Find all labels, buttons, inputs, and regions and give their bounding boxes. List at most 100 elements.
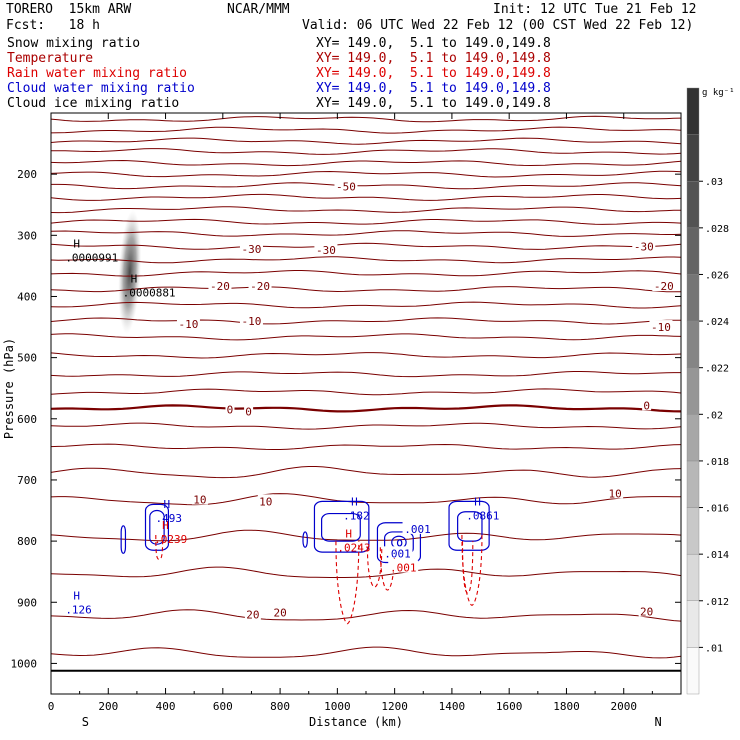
colorbar-swatch [686,87,700,135]
x-tick-label: 2000 [610,700,637,713]
temperature-contours [50,115,682,672]
contour-labels: -50-30 -30 -30-20 -20 -20-10 -10 -100 0 010 10102… [65,179,676,621]
colorbar-tick-label: .028 [705,224,729,235]
cloud-water-contour [457,511,483,542]
colorbar: .01 .012 .014 .016 .018 .02 .022 .024 .026 .028 .0… [686,87,735,695]
extremum-value: .0239 [154,533,187,546]
colorbar-swatch [686,460,700,508]
colorbar-tick-label: .01 [705,643,723,654]
isotherm-line [50,115,682,123]
isotherm-label-bg [638,604,655,617]
colorbar-tick-label: .016 [705,504,729,515]
x-tick-label: 1800 [553,700,580,713]
isotherm-line [50,388,682,396]
header-model: TORERO 15km ARW [6,2,131,17]
isotherm-label-bg [257,494,274,507]
header-init: Init: 12 UTC Tue 21 Feb 12 [493,2,697,17]
isotherm-line [50,159,682,167]
y-tick-label: 900 [17,596,37,609]
extremum-mark: H [351,496,358,509]
extremum-mark: H [164,498,171,511]
cloud-water-contour [149,509,165,545]
isotherm-line [50,218,682,225]
isotherm-label-bg [314,242,338,255]
isotherm-line [51,148,682,155]
x-tick-label: 600 [213,700,233,713]
colorbar-swatch [686,647,700,695]
field-xy-cloud-water: XY= 149.0, 5.1 to 149.0,149.8 [316,81,551,96]
isotherm-line [50,137,682,145]
cloud-water-label: .001 [384,547,411,560]
isotherm-label: -20 [250,280,270,293]
cloud-water-contours [120,500,490,564]
colorbar-tick-label: .03 [705,177,723,188]
cloud-water-contour [313,500,370,553]
isotherm-line [50,646,682,659]
x-axis-label: Distance (km) [309,715,403,729]
isotherm-label-bg [225,402,235,415]
isotherm-label-bg [652,279,676,292]
isotherm-label-bg [642,398,652,411]
x-tick-label: 1400 [439,700,466,713]
header-valid: Valid: 06 UTC Wed 22 Feb 12 (00 CST Wed … [302,18,694,33]
header-fcst: Fcst: 18 h [6,18,100,33]
x-tick-label: 200 [98,700,118,713]
isotherm-label: 10 [193,494,206,507]
cloud-water-contour [396,539,403,547]
isotherm-label-bg [191,492,208,505]
extremum-mark: H [73,238,80,251]
isotherm-label-bg [244,607,261,620]
extremum-mark: H [345,528,352,541]
isotherm-line [50,352,682,359]
isotherm-line [50,371,681,378]
cloud-water-contour [302,531,308,548]
isotherm-label: -10 [179,318,199,331]
rain-water-label-bg [388,560,419,573]
rain-water-contour [379,547,396,591]
isotherm-line [50,286,681,293]
isotherm-line [50,333,682,341]
y-tick-label: 700 [17,474,37,487]
cloud-water-contour [448,500,490,551]
isotherm-label-bg [334,179,358,192]
isotherm-label: -30 [634,240,654,253]
colorbar-swatch [686,553,700,601]
y-tick-label: 1000 [11,657,38,670]
isotherm-label: 20 [273,607,286,620]
rain-water-contour [155,534,164,561]
isotherm-label: 10 [609,487,622,500]
field-xy-cloud-ice: XY= 149.0, 5.1 to 149.0,149.8 [316,96,551,111]
isotherm-label-bg [208,279,232,292]
y-axis-label: Pressure (hPa) [2,338,16,439]
cloud-water-label: .001 [404,523,431,536]
fcst-value: 18 h [68,18,100,33]
x-tick-label: 0 [48,700,55,713]
field-name-cloud-water: Cloud water mixing ratio [7,81,195,96]
model-resolution: 15km ARW [68,2,132,17]
isotherm-label-bg [239,313,263,326]
cloud-water-contour [144,503,170,551]
extremum-value: .493 [156,512,183,525]
isotherm-label: 20 [246,608,259,621]
isotherm-line [50,301,682,309]
field-name-temperature: Temperature [7,51,94,66]
isotherm-label-bg [248,279,272,292]
y-tick-label: 800 [17,535,37,548]
cloud-water-label-bg [382,546,413,559]
extremum-value: .182 [343,510,370,523]
x-tick-label: 1000 [324,700,351,713]
colorbar-swatch [686,134,700,182]
y-tick-label: 400 [17,290,37,303]
isotherm-line [50,206,682,214]
y-tick-label: 500 [17,352,37,365]
colorbar-swatch [686,600,700,648]
isotherm-line [50,529,682,542]
isotherm-label: -10 [242,315,262,328]
fcst-label: Fcst: [6,18,46,33]
isotherm-line [50,443,682,450]
cloud-water-label-bg [402,521,433,534]
extremum-value: .126 [65,603,92,616]
x-tick-label: 800 [270,700,290,713]
extremum-mark: H [73,589,80,602]
colorbar-swatch [686,181,700,229]
